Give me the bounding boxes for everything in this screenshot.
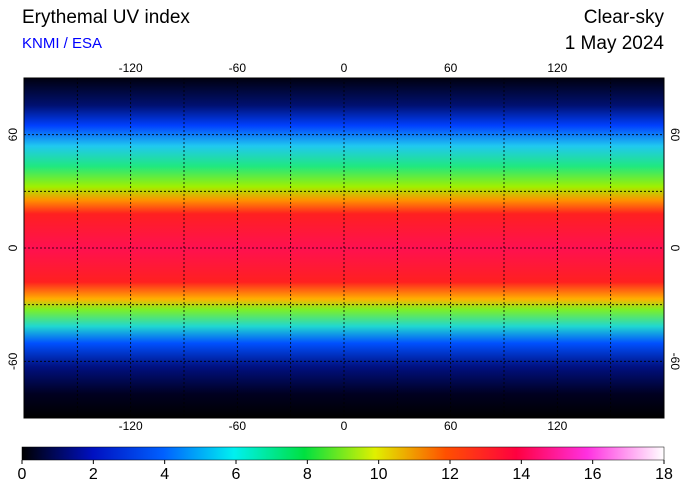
colorbar-tick-label: 8 [303,466,312,483]
lon-tick-label: 0 [341,419,348,433]
colorbar-tick-label: 10 [370,466,388,483]
colorbar-tick-label: 4 [160,466,169,483]
lon-tick-label: -60 [229,61,247,75]
colorbar-tick-label: 6 [232,466,241,483]
colorbar-tick-label: 14 [512,466,530,483]
lat-tick-label: 60 [6,128,20,142]
colorbar-tick-label: 12 [441,466,459,483]
lat-tick-label: 0 [668,245,682,252]
lon-tick-label: 0 [341,61,348,75]
map-frame [23,77,665,419]
lat-tick-label: -60 [668,353,682,371]
lon-tick-label: 60 [444,419,458,433]
lon-tick-label: 120 [547,61,567,75]
date: 1 May 2024 [565,33,665,54]
lat-tick-label: 0 [6,244,20,251]
colorbar-tick-label: 0 [18,466,27,483]
lon-tick-label: -60 [229,419,247,433]
title: Erythemal UV index [22,7,190,28]
lon-tick-label: 120 [547,419,567,433]
colorbar [21,446,665,461]
lat-tick-label: 60 [668,128,682,142]
colorbar-tick-label: 18 [655,466,673,483]
source: KNMI / ESA [22,35,102,52]
colorbar-tick-label: 2 [89,466,98,483]
lon-tick-label: 60 [444,61,458,75]
lon-tick-label: -120 [119,61,143,75]
lon-tick-label: -120 [119,419,143,433]
subtitle: Clear-sky [584,7,665,28]
lat-tick-label: -60 [6,352,20,370]
colorbar-tick-label: 16 [584,466,602,483]
